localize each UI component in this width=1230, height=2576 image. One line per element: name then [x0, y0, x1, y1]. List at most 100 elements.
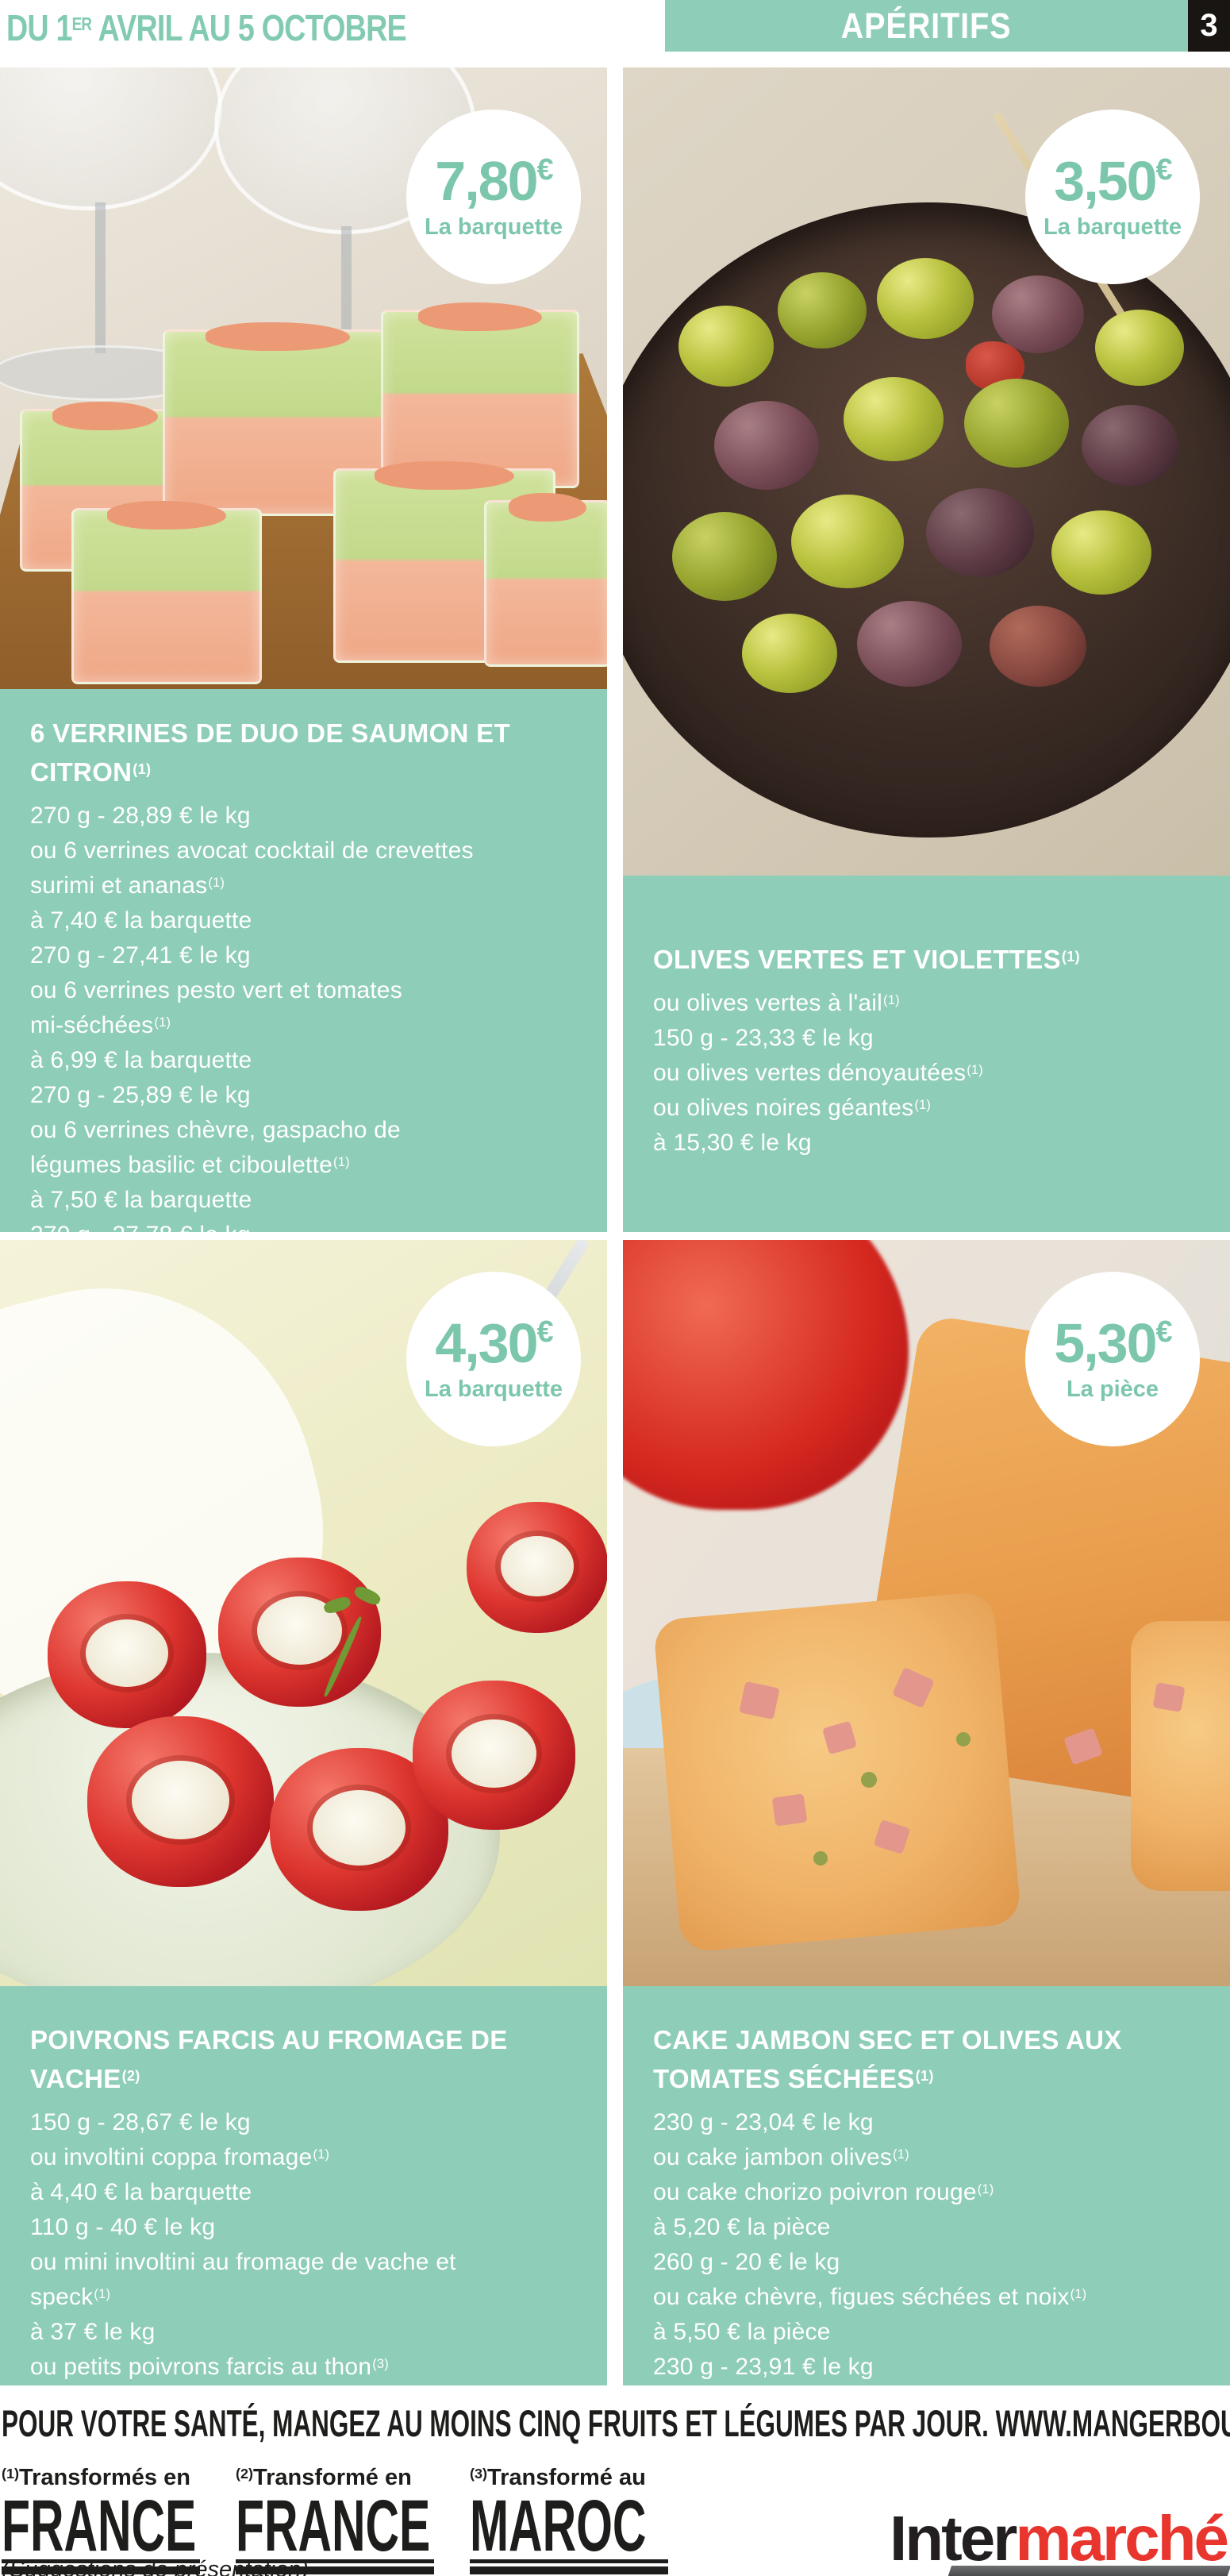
health-notice: POUR VOTRE SANTÉ, MANGEZ AU MOINS CINQ F…: [2, 2402, 1230, 2444]
footnote: (1)Transformés en FRANCE: [2, 2465, 200, 2574]
category-title: APÉRITIFS: [841, 5, 1012, 46]
rule-shape: [470, 2566, 668, 2574]
olive-bit-shape: [861, 1772, 877, 1788]
page-number-box: 3: [1188, 0, 1230, 52]
glass-stem-shape: [95, 202, 106, 353]
olive-shape: [791, 495, 904, 588]
product-card-poivrons: 4,30 € La barquette POIVRONS FARCIS AU FR…: [0, 1240, 607, 2415]
cheese-filling-shape: [452, 1719, 536, 1789]
product-card-verrines: 7,80 € La barquette 6 VERRINES DE DUO DE …: [0, 67, 607, 1248]
verrines-photo: 7,80 € La barquette: [0, 67, 607, 689]
product-card-cake: 5,30 € La pièce CAKE JAMBON SEC ET OLIVES…: [623, 1240, 1230, 2385]
product-title: CAKE JAMBON SEC ET OLIVES AUX TOMATES SÉC…: [653, 2025, 1122, 2093]
price-unit: La barquette: [1043, 214, 1182, 240]
olive-shape: [926, 488, 1034, 577]
footnotes: (1)Transformés en FRANCE (2)Transformé e…: [2, 2465, 704, 2574]
product-title: POIVRONS FARCIS AU FROMAGE DE VACHE(2): [30, 2025, 508, 2093]
footnote: (3)Transformé au MAROC: [470, 2465, 668, 2574]
ham-bit-shape: [771, 1793, 808, 1827]
olive-shape: [714, 401, 819, 490]
price-unit: La pièce: [1066, 1377, 1159, 1402]
pepper-shape: [413, 1681, 575, 1830]
date-range-text: DU 1: [6, 7, 72, 48]
rule-shape: [470, 2559, 668, 2563]
price-value: 3,50 €: [1054, 150, 1173, 212]
price-badge: 4,30 € La barquette: [406, 1272, 581, 1446]
product-title: 6 VERRINES DE DUO DE SAUMON ET CITRON(1): [30, 718, 510, 787]
olive-shape: [992, 275, 1084, 353]
rule-shape: [236, 2566, 434, 2574]
date-range-sup: ER: [71, 13, 92, 35]
product-description-verrines: 6 VERRINES DE DUO DE SAUMON ET CITRON(1) …: [0, 689, 607, 1248]
euro-sign: €: [536, 153, 554, 187]
ham-bit-shape: [1152, 1682, 1186, 1712]
verrine-cup-shape: [381, 302, 579, 488]
olive-shape: [964, 379, 1069, 468]
olive-shape: [1095, 310, 1184, 386]
olive-shape: [1082, 405, 1178, 486]
cheese-filling-shape: [313, 1790, 406, 1866]
category-banner: APÉRITIFS: [665, 0, 1188, 52]
euro-sign: €: [1155, 153, 1173, 187]
footnote-label: (2)Transformé en: [236, 2465, 412, 2490]
bell-pepper-shape: [623, 1240, 909, 1510]
pepper-shape: [218, 1558, 381, 1707]
olive-shape: [1051, 510, 1151, 595]
cake-photo: 5,30 € La pièce: [623, 1240, 1230, 1986]
logo-marche: marché: [1015, 2503, 1229, 2574]
price-unit: La barquette: [424, 214, 563, 240]
price-value: 4,30 €: [435, 1312, 553, 1374]
intermarche-logo: Intermarché: [890, 2495, 1230, 2576]
olive-shape: [877, 258, 974, 339]
olive-shape: [990, 606, 1086, 687]
product-title: OLIVES VERTES ET VIOLETTES(1): [653, 945, 1080, 974]
product-details: 230 g - 23,04 € le kg ou cake jambon oliv…: [653, 2109, 1087, 2380]
product-row-2: 4,30 € La barquette POIVRONS FARCIS AU FR…: [0, 1240, 1230, 2415]
logo-inter: Inter: [890, 2503, 1017, 2574]
pepper-shape: [87, 1716, 274, 1887]
footnote-label: (3)Transformé au: [470, 2465, 646, 2490]
price-value: 7,80 €: [435, 150, 554, 212]
date-range: DU 1ER AVRIL AU 5 OCTOBRE: [6, 6, 407, 49]
date-range-text-2: AVRIL AU 5 OCTOBRE: [91, 7, 406, 48]
olive-bit-shape: [813, 1851, 828, 1866]
cake-slice-shape: [652, 1591, 1022, 1953]
product-description-poivrons: POIVRONS FARCIS AU FROMAGE DE VACHE(2) 15…: [0, 1986, 607, 2415]
footnote-country: FRANCE: [2, 2486, 197, 2566]
pepper-shape: [467, 1502, 607, 1633]
price-unit: La barquette: [424, 1377, 563, 1402]
suggestion-note: (Suggestions de présentation): [2, 2557, 309, 2576]
euro-sign: €: [1155, 1315, 1173, 1349]
price-badge: 5,30 € La pièce: [1025, 1272, 1200, 1446]
cake-slice-shape: [1131, 1621, 1230, 1891]
price-badge: 3,50 € La barquette: [1025, 110, 1200, 284]
cheese-filling-shape: [132, 1760, 229, 1839]
olive-shape: [778, 272, 867, 348]
product-details: 270 g - 28,89 € le kg ou 6 verrines avoca…: [30, 803, 474, 1248]
product-details: 150 g - 28,67 € le kg ou involtini coppa …: [30, 2109, 456, 2415]
olives-photo: 3,50 € La barquette: [623, 67, 1230, 876]
product-details: ou olives vertes à l'ail(1) 150 g - 23,33…: [653, 990, 983, 1156]
footer: POUR VOTRE SANTÉ, MANGEZ AU MOINS CINQ F…: [0, 2401, 1230, 2576]
cheese-filling-shape: [86, 1619, 168, 1688]
olive-shape: [742, 614, 837, 693]
olive-shape: [678, 306, 774, 387]
price-value: 5,30 €: [1054, 1312, 1173, 1374]
olive-shape: [672, 512, 777, 601]
header: DU 1ER AVRIL AU 5 OCTOBRE APÉRITIFS 3: [0, 0, 1230, 52]
wine-glass-shape: [0, 67, 222, 210]
footnote: (2)Transformé en FRANCE: [236, 2465, 434, 2574]
price-badge: 7,80 € La barquette: [406, 110, 581, 284]
product-row-1: 7,80 € La barquette 6 VERRINES DE DUO DE …: [0, 67, 1230, 1248]
product-card-olives: 3,50 € La barquette OLIVES VERTES ET VIOL…: [623, 67, 1230, 1232]
product-description-cake: CAKE JAMBON SEC ET OLIVES AUX TOMATES SÉC…: [623, 1986, 1230, 2385]
rule-shape: [2, 2559, 200, 2563]
olive-bit-shape: [956, 1732, 971, 1746]
product-description-olives: OLIVES VERTES ET VIOLETTES(1) ou olives …: [623, 876, 1230, 1232]
pepper-shape: [48, 1581, 206, 1728]
poivrons-photo: 4,30 € La barquette: [0, 1240, 607, 1986]
page-number: 3: [1200, 8, 1218, 43]
verrine-cup-shape: [484, 493, 607, 667]
verrine-cup-shape: [71, 501, 262, 684]
